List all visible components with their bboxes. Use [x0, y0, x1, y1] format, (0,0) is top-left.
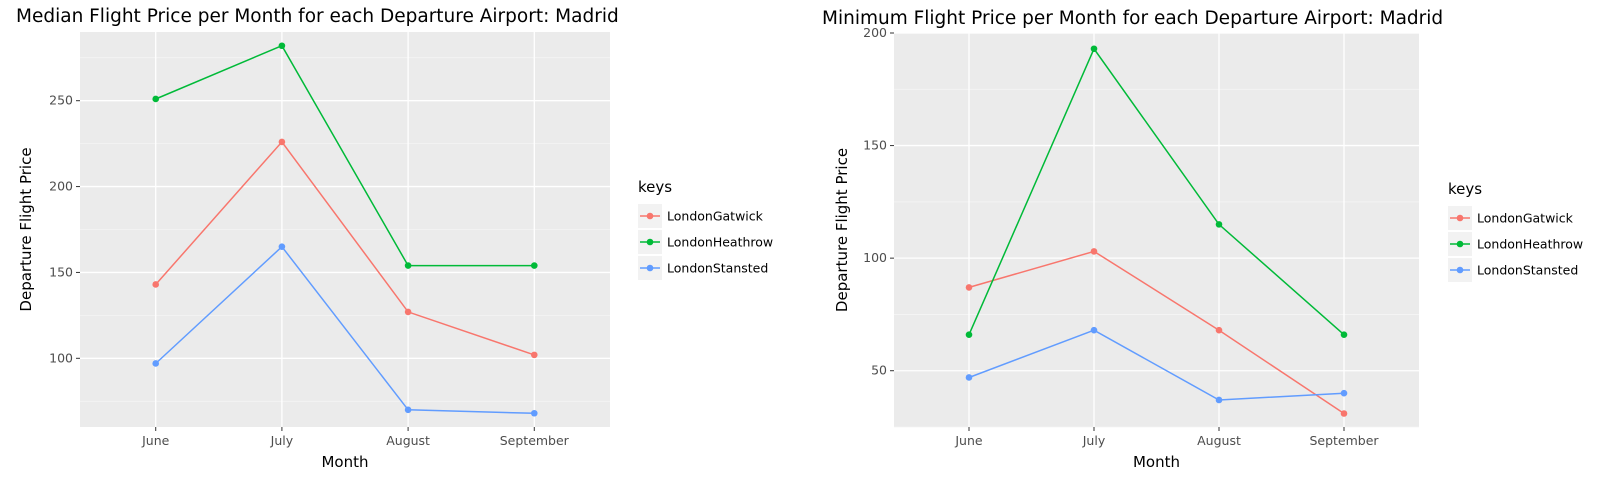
chart-title: Median Flight Price per Month for each D… — [16, 6, 619, 27]
y-tick-label: 100 — [49, 350, 73, 365]
y-tick-label: 150 — [49, 264, 73, 279]
data-point-LondonStansted — [152, 360, 160, 367]
legend-key-point — [646, 264, 654, 272]
y-tick-label: 150 — [863, 138, 887, 153]
legend-key-point — [646, 212, 654, 220]
data-point-LondonGatwick — [1340, 410, 1348, 417]
legend-label: LondonGatwick — [1477, 211, 1574, 226]
legend-key-point — [1456, 240, 1464, 248]
data-point-LondonStansted — [404, 406, 412, 414]
data-point-LondonHeathrow — [1340, 331, 1348, 338]
legend-label: LondonStansted — [1477, 263, 1578, 278]
series-line-LondonHeathrow — [968, 47, 1345, 336]
data-point-LondonHeathrow — [965, 331, 973, 338]
x-tick-label: July — [1082, 433, 1106, 448]
data-point-LondonStansted — [1340, 389, 1348, 397]
data-point-LondonStansted — [965, 374, 973, 381]
x-tick-label: August — [386, 433, 430, 448]
data-point-LondonStansted — [1215, 396, 1223, 404]
data-point-LondonGatwick — [1090, 248, 1098, 255]
data-point-LondonStansted — [530, 409, 538, 417]
x-tick-label: June — [141, 433, 170, 448]
data-point-LondonGatwick — [404, 308, 412, 316]
legend-key-point — [1456, 266, 1464, 274]
series-line-LondonStansted — [968, 329, 1345, 401]
legend-label: LondonHeathrow — [1477, 237, 1583, 252]
chart-1: 50 100 150 200 June July August September Minimu… — [822, 8, 1583, 471]
x-tick-label: September — [500, 433, 570, 448]
y-tick-label: 200 — [863, 25, 887, 40]
data-point-LondonHeathrow — [404, 262, 412, 269]
series-line-LondonGatwick — [968, 250, 1345, 415]
data-point-LondonHeathrow — [152, 95, 160, 103]
series-line-LondonHeathrow — [155, 44, 535, 267]
chart-title: Minimum Flight Price per Month for each … — [822, 8, 1443, 29]
legend-title: keys — [1448, 180, 1482, 198]
series-line-LondonStansted — [155, 245, 535, 415]
data-point-LondonHeathrow — [278, 42, 286, 50]
data-point-LondonStansted — [278, 243, 286, 250]
x-axis-title: Month — [321, 453, 368, 471]
y-axis-title: Departure Flight Price — [833, 148, 851, 312]
data-point-LondonGatwick — [278, 138, 286, 146]
legend: keys LondonGatwick LondonHeathrow LondonSta… — [638, 178, 773, 280]
legend-title: keys — [638, 178, 672, 196]
y-tick-label: 250 — [49, 93, 73, 108]
data-point-LondonHeathrow — [530, 262, 538, 269]
x-tick-label: July — [270, 433, 294, 448]
data-point-LondonGatwick — [1215, 326, 1223, 334]
y-tick-label: 50 — [871, 363, 887, 378]
data-point-LondonHeathrow — [1090, 45, 1098, 53]
legend-key-point — [646, 238, 654, 246]
data-point-LondonHeathrow — [1215, 221, 1223, 228]
legend-label: LondonStansted — [667, 261, 768, 276]
plot-panel — [894, 33, 1419, 427]
data-point-LondonStansted — [1090, 326, 1098, 334]
data-point-LondonGatwick — [965, 284, 973, 291]
x-tick-label: September — [1309, 433, 1379, 448]
y-axis-title: Departure Flight Price — [17, 147, 35, 311]
data-point-LondonGatwick — [530, 351, 538, 359]
y-tick-label: 100 — [863, 250, 887, 265]
legend-key-point — [1456, 214, 1464, 222]
chart-0: 100 150 200 250 June July August September Media… — [16, 6, 773, 471]
x-tick-label: August — [1197, 433, 1241, 448]
legend-label: LondonHeathrow — [667, 235, 773, 250]
legend-label: LondonGatwick — [667, 209, 764, 224]
y-tick-label: 200 — [49, 179, 73, 194]
x-axis-title: Month — [1133, 453, 1180, 471]
data-point-LondonGatwick — [152, 281, 160, 288]
series-line-LondonGatwick — [155, 140, 535, 356]
legend: keys LondonGatwick LondonHeathrow LondonSta… — [1448, 180, 1583, 282]
x-tick-label: June — [954, 433, 983, 448]
